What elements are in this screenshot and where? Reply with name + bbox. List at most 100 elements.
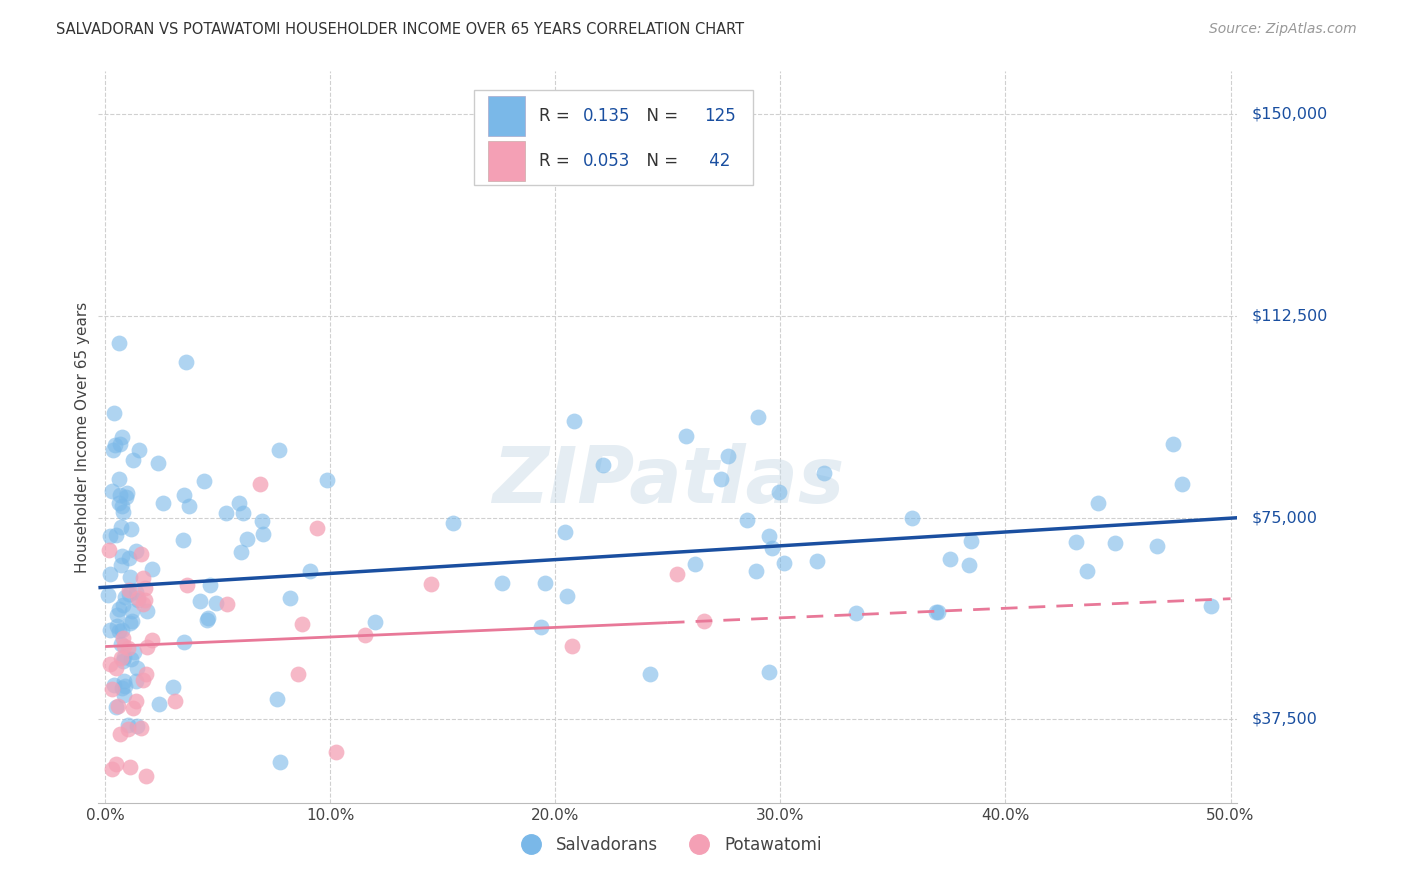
Text: 0.135: 0.135 bbox=[582, 107, 630, 125]
Point bbox=[148, 697, 170, 711]
Point bbox=[957, 558, 980, 572]
Point bbox=[104, 438, 127, 452]
Point bbox=[129, 721, 152, 735]
Point bbox=[172, 533, 194, 548]
Point bbox=[132, 673, 155, 688]
Point bbox=[111, 500, 134, 514]
Point bbox=[98, 542, 121, 557]
Point bbox=[152, 496, 174, 510]
Point bbox=[197, 611, 219, 625]
Point bbox=[773, 556, 796, 570]
Point bbox=[120, 522, 142, 536]
Point bbox=[316, 473, 339, 487]
Point bbox=[298, 564, 321, 578]
Point bbox=[100, 484, 122, 499]
Point bbox=[353, 628, 375, 642]
Point bbox=[441, 516, 464, 530]
Point bbox=[325, 745, 347, 759]
Point bbox=[1076, 564, 1098, 578]
Point bbox=[111, 681, 134, 696]
Point bbox=[204, 596, 226, 610]
Point bbox=[939, 552, 962, 566]
Point bbox=[108, 472, 131, 486]
Point bbox=[534, 576, 557, 591]
Text: N =: N = bbox=[636, 107, 683, 125]
Text: 42: 42 bbox=[704, 152, 731, 170]
Point bbox=[125, 674, 148, 689]
Point bbox=[162, 680, 184, 694]
Point bbox=[120, 652, 142, 666]
Point bbox=[491, 576, 513, 591]
Point bbox=[176, 577, 198, 591]
Point bbox=[98, 657, 121, 671]
Point bbox=[136, 640, 159, 655]
Point bbox=[104, 757, 127, 772]
Point bbox=[813, 467, 835, 481]
Text: ZIPatlas: ZIPatlas bbox=[492, 443, 844, 519]
Point bbox=[214, 506, 236, 520]
Point bbox=[98, 528, 121, 542]
Point bbox=[1171, 477, 1194, 491]
Point bbox=[737, 512, 759, 526]
Point bbox=[176, 355, 198, 369]
Text: $75,000: $75,000 bbox=[1251, 510, 1317, 525]
Point bbox=[105, 661, 128, 675]
Point bbox=[193, 474, 215, 488]
Point bbox=[685, 557, 707, 571]
Point bbox=[110, 637, 132, 651]
Point bbox=[115, 490, 138, 504]
Point bbox=[117, 722, 139, 736]
Point bbox=[278, 591, 301, 605]
Point bbox=[530, 620, 553, 634]
Point bbox=[163, 694, 186, 708]
Point bbox=[121, 604, 143, 618]
Point bbox=[135, 604, 157, 618]
Point bbox=[120, 615, 142, 630]
Point bbox=[111, 598, 134, 612]
Point bbox=[1161, 437, 1184, 451]
Point bbox=[125, 544, 148, 558]
Point bbox=[592, 458, 614, 472]
Point bbox=[693, 614, 716, 628]
Point bbox=[112, 650, 135, 665]
Point bbox=[250, 514, 273, 528]
Point bbox=[900, 511, 922, 525]
Point bbox=[1199, 599, 1222, 614]
Point bbox=[127, 592, 149, 607]
Point bbox=[112, 654, 135, 668]
Point bbox=[1104, 536, 1126, 550]
Y-axis label: Householder Income Over 65 years: Householder Income Over 65 years bbox=[75, 301, 90, 573]
Point bbox=[118, 760, 141, 774]
Text: R =: R = bbox=[538, 107, 575, 125]
Text: 0.053: 0.053 bbox=[582, 152, 630, 170]
Point bbox=[127, 591, 149, 605]
Point bbox=[108, 336, 131, 351]
Point bbox=[675, 429, 697, 443]
Point bbox=[1087, 495, 1109, 509]
Legend: Salvadorans, Potawatomi: Salvadorans, Potawatomi bbox=[508, 829, 828, 860]
Point bbox=[1064, 535, 1087, 549]
Text: SALVADORAN VS POTAWATOMI HOUSEHOLDER INCOME OVER 65 YEARS CORRELATION CHART: SALVADORAN VS POTAWATOMI HOUSEHOLDER INC… bbox=[56, 22, 744, 37]
Point bbox=[117, 640, 139, 655]
Point bbox=[108, 495, 131, 509]
Point bbox=[173, 488, 195, 502]
Point bbox=[111, 430, 134, 444]
Point bbox=[554, 525, 576, 540]
Point bbox=[110, 520, 132, 534]
Point bbox=[131, 571, 153, 585]
Point bbox=[117, 587, 139, 601]
Point bbox=[305, 521, 328, 535]
Point bbox=[925, 606, 948, 620]
Point bbox=[101, 443, 124, 458]
Text: $37,500: $37,500 bbox=[1251, 712, 1317, 727]
Point bbox=[111, 549, 134, 564]
Point bbox=[125, 585, 148, 599]
Point bbox=[959, 533, 981, 548]
FancyBboxPatch shape bbox=[488, 141, 526, 181]
Point bbox=[287, 667, 309, 681]
Point bbox=[363, 615, 385, 629]
Point bbox=[229, 545, 252, 559]
Point bbox=[125, 661, 148, 675]
FancyBboxPatch shape bbox=[488, 96, 526, 136]
Point bbox=[561, 639, 583, 653]
